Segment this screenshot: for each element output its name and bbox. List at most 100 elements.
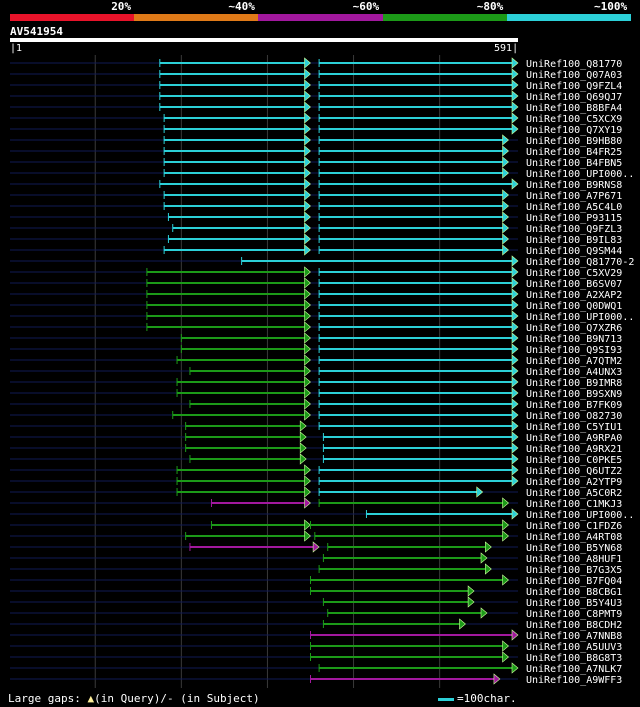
hit-label[interactable]: UniRef100_UPI000.. — [526, 510, 634, 521]
hit-label[interactable]: UniRef100_B7FK09 — [526, 400, 622, 411]
hit-label[interactable]: UniRef100_B9SXN9 — [526, 389, 622, 400]
hit-label[interactable]: UniRef100_B9RNS8 — [526, 180, 622, 191]
hit-arrow-head — [511, 365, 519, 377]
hit-label[interactable]: UniRef100_Q7XZR6 — [526, 323, 622, 334]
hit-label[interactable]: UniRef100_O82730 — [526, 411, 622, 422]
hit-arrow-head — [511, 90, 519, 102]
hit-arrow-head — [304, 123, 311, 135]
hit-label[interactable]: UniRef100_B9HB80 — [526, 136, 622, 147]
hit-label[interactable]: UniRef100_C8PMT9 — [526, 609, 622, 620]
hit-label[interactable]: UniRef100_UPI000.. — [526, 169, 634, 180]
hit-arrow-head — [511, 57, 519, 69]
hit-arrow-head — [511, 662, 519, 674]
hit-label[interactable]: UniRef100_C5XV29 — [526, 268, 622, 279]
hit-label[interactable]: UniRef100_Q81770 — [526, 59, 622, 70]
hit-arrow-head — [511, 277, 519, 289]
hit-label[interactable]: UniRef100_A9RX21 — [526, 444, 622, 455]
hit-arrow-head — [511, 442, 519, 454]
hit-arrow-head — [304, 90, 311, 102]
hit-arrow-head — [511, 266, 519, 278]
hit-arrow-head — [511, 68, 519, 80]
hit-label[interactable]: UniRef100_B9N713 — [526, 334, 622, 345]
hit-arrow-head — [511, 112, 519, 124]
hit-arrow-head — [511, 431, 519, 443]
hit-arrow-head — [511, 343, 519, 355]
hit-label[interactable]: UniRef100_A9RPA0 — [526, 433, 622, 444]
hit-arrow-head — [511, 387, 519, 399]
hit-label[interactable]: UniRef100_Q7XY19 — [526, 125, 622, 136]
hit-label[interactable]: UniRef100_B4FR25 — [526, 147, 622, 158]
hit-label[interactable]: UniRef100_B8CBG1 — [526, 587, 622, 598]
hit-arrow-head — [304, 398, 311, 410]
hit-arrow-head — [502, 211, 509, 223]
hit-arrow-head — [304, 475, 311, 487]
hit-label[interactable]: UniRef100_A5C0R2 — [526, 488, 622, 499]
hit-label[interactable]: UniRef100_A2XAP2 — [526, 290, 622, 301]
hit-label[interactable]: UniRef100_C0PKE5 — [526, 455, 622, 466]
hit-label[interactable]: UniRef100_Q81770-2 — [526, 257, 634, 268]
hit-label[interactable]: UniRef100_C5YIU1 — [526, 422, 622, 433]
legend-label-1: 20% — [111, 0, 132, 13]
hit-label[interactable]: UniRef100_A2YTP9 — [526, 477, 622, 488]
hit-label[interactable]: UniRef100_B9IMR8 — [526, 378, 622, 389]
hit-label[interactable]: UniRef100_A7P671 — [526, 191, 622, 202]
hit-arrow-head — [304, 519, 311, 531]
hit-label[interactable]: UniRef100_P93115 — [526, 213, 622, 224]
hit-arrow-head — [304, 299, 311, 311]
hit-arrow-head — [502, 167, 509, 179]
hit-arrow-head — [493, 673, 501, 685]
hit-arrow-head — [304, 376, 311, 388]
hit-label[interactable]: UniRef100_A8HUF1 — [526, 554, 622, 565]
hit-label[interactable]: UniRef100_B8CDH2 — [526, 620, 622, 631]
hit-label[interactable]: UniRef100_B8G8T3 — [526, 653, 622, 664]
hit-label[interactable]: UniRef100_UPI000.. — [526, 312, 634, 323]
hit-arrow-head — [467, 596, 475, 608]
hit-arrow-head — [304, 365, 311, 377]
hit-label[interactable]: UniRef100_A7QTM2 — [526, 356, 622, 367]
query-id: AV541954 — [10, 25, 63, 38]
hit-label[interactable]: UniRef100_Q9FZL3 — [526, 224, 622, 235]
hit-label[interactable]: UniRef100_Q0DWQ1 — [526, 301, 622, 312]
hit-label[interactable]: UniRef100_Q6UTZ2 — [526, 466, 622, 477]
hit-label[interactable]: UniRef100_A4RT08 — [526, 532, 622, 543]
hit-label[interactable]: UniRef100_A9WFF3 — [526, 675, 622, 686]
hit-arrow-head — [304, 222, 311, 234]
hit-arrow-head — [502, 233, 509, 245]
hit-label[interactable]: UniRef100_B6SV07 — [526, 279, 622, 290]
hit-label[interactable]: UniRef100_A7NNB8 — [526, 631, 622, 642]
hit-label[interactable]: UniRef100_A5C4L0 — [526, 202, 622, 213]
hit-arrow-head — [304, 277, 311, 289]
hit-label[interactable]: UniRef100_C5XCX9 — [526, 114, 622, 125]
hit-label[interactable]: UniRef100_A7NLK7 — [526, 664, 622, 675]
hit-label[interactable]: UniRef100_Q9SM44 — [526, 246, 622, 257]
hit-label[interactable]: UniRef100_Q07A03 — [526, 70, 622, 81]
hit-label[interactable]: UniRef100_B7FQ04 — [526, 576, 622, 587]
hit-label[interactable]: UniRef100_Q69QJ7 — [526, 92, 622, 103]
hit-label[interactable]: UniRef100_A4UNX3 — [526, 367, 622, 378]
legend-label-5: ~100% — [594, 0, 628, 13]
query-end: 591| — [494, 43, 519, 54]
hit-label[interactable]: UniRef100_C1MKJ3 — [526, 499, 622, 510]
hit-arrow-head — [511, 299, 519, 311]
hit-label[interactable]: UniRef100_C1FDZ6 — [526, 521, 622, 532]
hit-label[interactable]: UniRef100_B7G3X5 — [526, 565, 622, 576]
hit-label[interactable]: UniRef100_Q9FZL4 — [526, 81, 622, 92]
hit-arrow-head — [511, 629, 519, 641]
hit-arrow-head — [304, 310, 311, 322]
hit-label[interactable]: UniRef100_B8BFA4 — [526, 103, 622, 114]
hit-arrow-head — [502, 222, 509, 234]
hit-arrow-head — [312, 541, 320, 553]
hit-label[interactable]: UniRef100_B5YN68 — [526, 543, 622, 554]
hit-arrow-head — [304, 156, 311, 168]
hit-label[interactable]: UniRef100_B9IL83 — [526, 235, 622, 246]
hit-label[interactable]: UniRef100_Q9SI93 — [526, 345, 622, 356]
hit-label[interactable]: UniRef100_A5UUV3 — [526, 642, 622, 653]
hit-label[interactable]: UniRef100_B4FBN5 — [526, 158, 622, 169]
hit-arrow-head — [502, 574, 509, 586]
hit-arrow-head — [502, 134, 509, 146]
hit-arrow-head — [511, 475, 519, 487]
hit-label[interactable]: UniRef100_B5Y4U3 — [526, 598, 622, 609]
hit-arrow-head — [511, 321, 519, 333]
hit-arrow-head — [304, 145, 311, 157]
